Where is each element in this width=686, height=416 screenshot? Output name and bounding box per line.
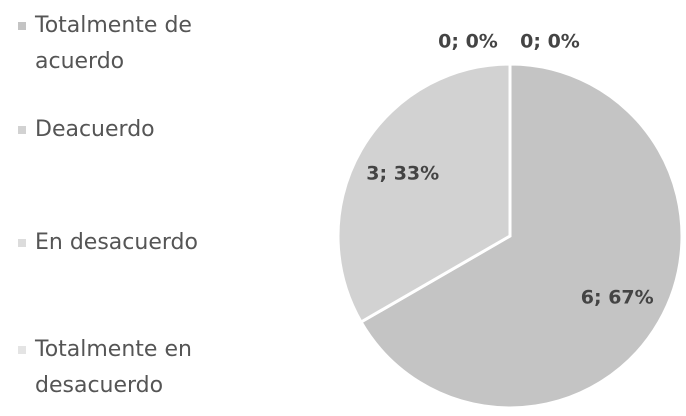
legend-swatch <box>18 239 26 247</box>
pie-slice <box>358 62 684 410</box>
data-label: 0; 0% <box>520 31 580 53</box>
legend-item: En desacuerdo <box>18 225 228 261</box>
data-label: 3; 33% <box>366 163 439 185</box>
legend-item: Totalmente en desacuerdo <box>18 332 228 404</box>
legend-label: En desacuerdo <box>35 230 198 255</box>
legend-label: Totalmente en desacuerdo <box>35 337 192 398</box>
legend-swatch <box>18 22 26 30</box>
legend-label: Deacuerdo <box>35 117 155 142</box>
legend-swatch <box>18 346 26 354</box>
legend-label: Totalmente de acuerdo <box>35 13 192 74</box>
legend-swatch <box>18 126 26 134</box>
legend-item: Deacuerdo <box>18 112 228 148</box>
data-label: 0; 0% <box>438 31 498 53</box>
pie-slice <box>336 62 512 325</box>
legend-item: Totalmente de acuerdo <box>18 8 228 80</box>
data-label: 6; 67% <box>581 286 654 308</box>
